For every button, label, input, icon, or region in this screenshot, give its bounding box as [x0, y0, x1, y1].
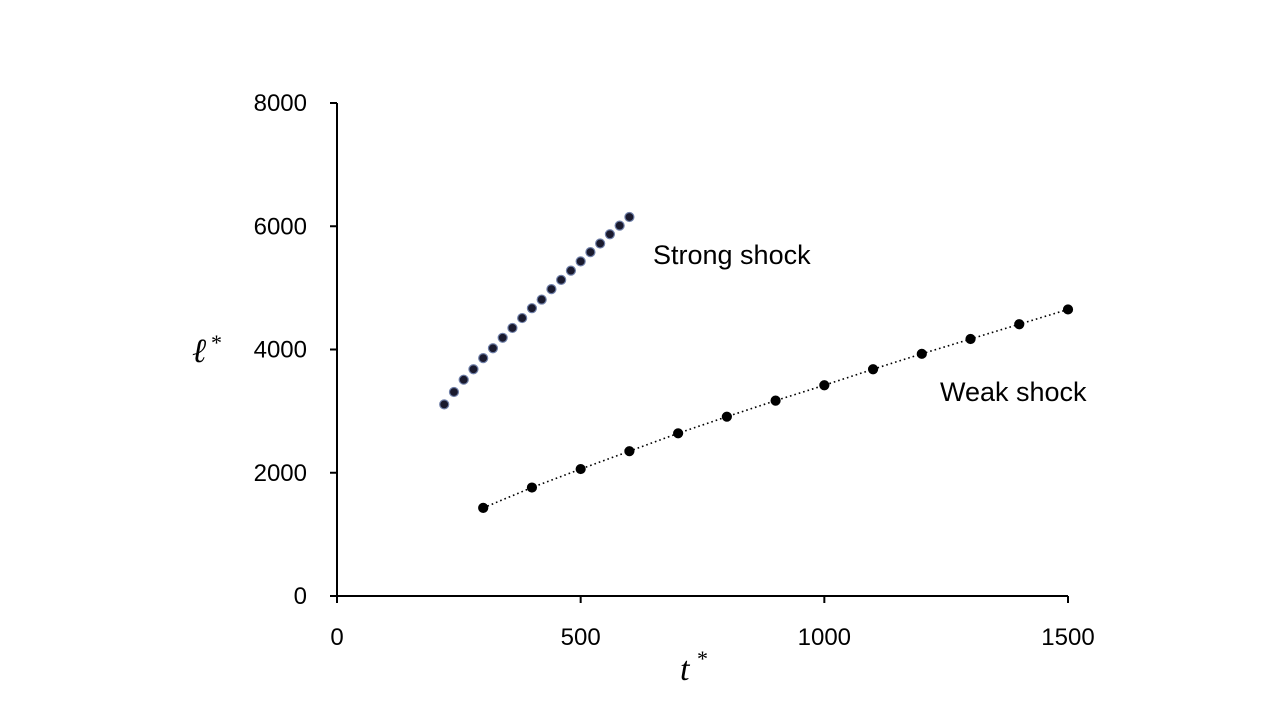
strong-shock-point — [478, 353, 489, 364]
weak-shock-point — [819, 380, 830, 391]
x-tick-label: 1500 — [1041, 624, 1094, 651]
y-tick-label: 2000 — [254, 460, 307, 487]
x-axis-superscript: * — [697, 646, 708, 671]
weak-shock-point — [965, 333, 976, 345]
strong-shock-point — [458, 374, 469, 385]
y-axis-superscript: * — [211, 330, 222, 355]
y-tick-label: 4000 — [254, 337, 307, 364]
weak-shock-point — [721, 411, 732, 422]
weak-shock-point — [526, 482, 538, 493]
x-tick-label: 0 — [330, 624, 343, 651]
strong-shock-point — [448, 386, 460, 398]
weak-shock-label: Weak shock — [940, 377, 1087, 407]
strong-shock-point — [614, 220, 625, 231]
x-axis-label: t * — [680, 646, 708, 688]
strong-shock-point — [575, 256, 586, 267]
strong-shock-point — [439, 399, 450, 410]
x-tick-label: 500 — [561, 624, 601, 651]
strong-shock-point — [556, 274, 567, 285]
weak-shock-point — [575, 463, 586, 475]
weak-shock-point — [770, 395, 781, 406]
strong-shock-point — [526, 303, 538, 314]
strong-shock-point — [624, 211, 635, 223]
y-tick-label: 0 — [294, 583, 307, 610]
strong-shock-point — [517, 312, 528, 324]
weak-shock-point — [867, 364, 879, 375]
axes: 0 2000 4000 6000 8000 0 500 1000 1500 — [254, 90, 1095, 651]
series-layer — [439, 211, 1074, 513]
weak-shock-point — [916, 348, 927, 359]
y-tick-label: 8000 — [254, 90, 307, 117]
strong-shock-point — [565, 265, 577, 276]
y-tick-label: 6000 — [254, 213, 307, 240]
y-axis-variable: ℓ — [192, 333, 206, 370]
strong-shock-point — [595, 238, 606, 249]
strong-shock-point — [546, 284, 557, 295]
strong-shock-label: Strong shock — [653, 240, 811, 270]
weak-shock-line — [482, 308, 1069, 509]
weak-shock-point — [624, 446, 635, 457]
strong-shock-point — [585, 247, 596, 258]
weak-shock-point — [673, 428, 684, 439]
x-tick-label: 1000 — [798, 624, 851, 651]
strong-shock-point — [604, 229, 616, 240]
strong-shock-point — [507, 322, 518, 334]
strong-shock-point — [536, 294, 547, 305]
weak-shock-point — [1062, 304, 1074, 315]
y-axis-label: ℓ * — [192, 330, 222, 370]
strong-shock-point — [497, 332, 508, 343]
x-axis-variable: t — [680, 651, 691, 688]
strong-shock-point — [487, 343, 499, 354]
weak-shock-point — [1014, 319, 1025, 330]
weak-shock-point — [478, 502, 489, 513]
strong-shock-point — [468, 364, 479, 375]
